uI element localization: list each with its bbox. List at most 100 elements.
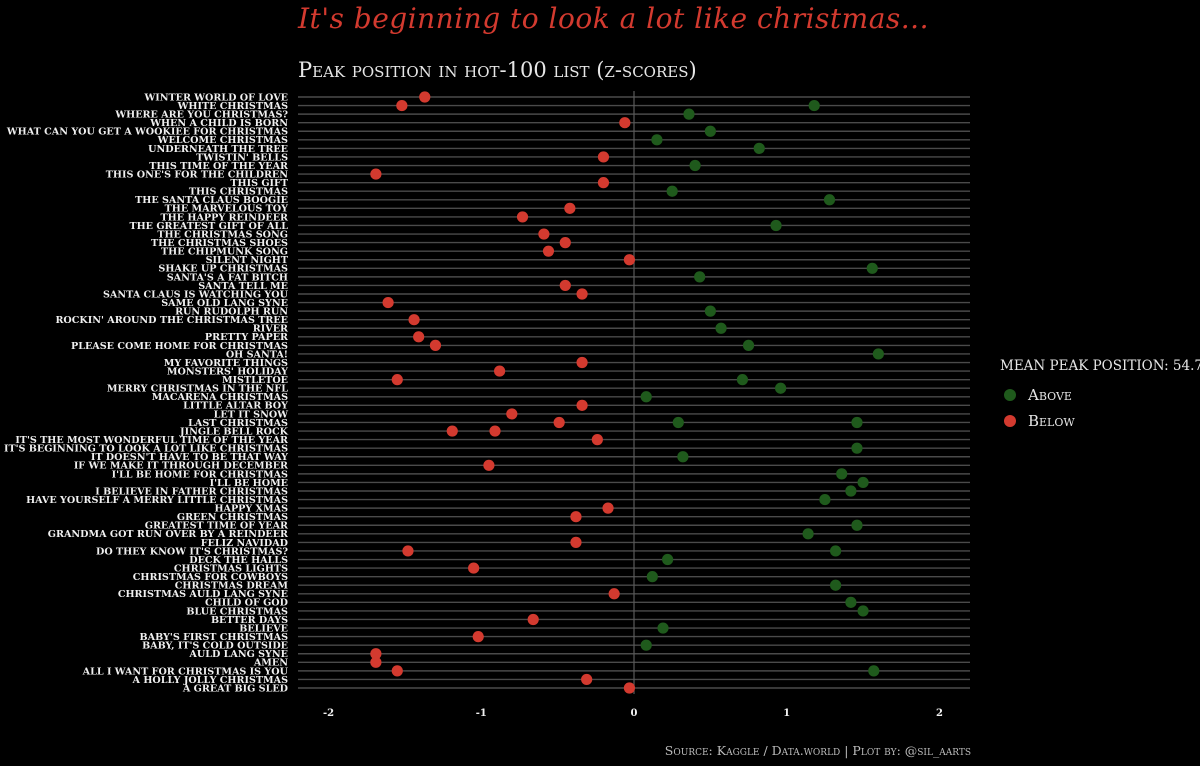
y-tick-label: LET IT SNOW — [214, 409, 289, 420]
y-tick-label: BABY, IT'S COLD OUTSIDE — [142, 641, 288, 652]
y-tick-label: THE HAPPY REINDEER — [161, 212, 289, 223]
data-point — [666, 185, 678, 197]
y-tick-label: IT'S THE MOST WONDERFUL TIME OF THE YEAR — [15, 435, 289, 446]
caption: Source: Kaggle / Data.world | Plot by: @… — [664, 743, 971, 758]
data-point — [370, 168, 382, 180]
data-point — [576, 399, 588, 411]
y-tick-label: MISTLETOE — [222, 375, 288, 386]
data-point — [419, 91, 431, 103]
y-tick-label: CHRISTMAS LIGHTS — [174, 563, 288, 574]
data-point — [857, 476, 869, 489]
y-tick-label: CHRISTMAS DREAM — [175, 581, 289, 592]
data-point — [851, 416, 863, 429]
x-tick-label: 2 — [936, 708, 943, 719]
data-point — [808, 99, 820, 112]
y-tick-label: I'LL BE HOME — [210, 478, 288, 489]
y-tick-label: WINTER WORLD OF LOVE — [143, 92, 288, 103]
data-point — [836, 468, 848, 480]
y-tick-label: THE CHRISTMAS SHOES — [151, 238, 288, 249]
y-tick-label: SILENT NIGHT — [206, 255, 289, 266]
y-tick-label: RIVER — [253, 324, 289, 335]
data-point — [429, 339, 442, 351]
y-tick-label: PLEASE COME HOME FOR CHRISTMAS — [71, 341, 288, 352]
data-point — [715, 322, 727, 334]
data-point — [483, 459, 495, 471]
y-tick-label: AMEN — [253, 658, 288, 669]
data-point — [591, 434, 603, 446]
y-tick-label: I'LL BE HOME FOR CHRISTMAS — [112, 469, 288, 480]
data-point — [662, 553, 674, 566]
y-tick-label: ALL I WANT FOR CHRISTMAS IS YOU — [82, 666, 289, 677]
data-point — [446, 425, 458, 437]
data-point — [489, 425, 501, 437]
data-point — [623, 254, 636, 266]
y-tick-label: MACARENA CHRISTMAS — [152, 392, 288, 403]
y-tick-label: THIS TIME OF THE YEAR — [149, 161, 289, 172]
data-point — [564, 202, 576, 214]
data-point — [597, 177, 610, 189]
data-point — [542, 245, 555, 257]
y-tick-label: HAVE YOURSELF A MERRY LITTLE CHRISTMAS — [26, 495, 288, 506]
data-point — [823, 194, 836, 206]
y-tick-label: UNDERNEATH THE TREE — [148, 144, 288, 155]
data-point — [527, 613, 539, 626]
data-point — [472, 631, 484, 643]
data-point — [845, 485, 857, 497]
y-tick-label: IT DOESN'T HAVE TO BE THAT WAY — [91, 452, 288, 463]
data-point — [619, 117, 631, 129]
legend-dot-below — [1004, 415, 1016, 427]
x-tick-label: -2 — [323, 708, 334, 719]
y-tick-label: PRETTY PAPER — [205, 332, 289, 343]
data-point — [570, 536, 582, 548]
data-point — [683, 108, 695, 120]
data-point — [553, 416, 565, 429]
y-tick-label: WELCOME CHRISTMAS — [157, 135, 288, 146]
y-tick-label: THIS GIFT — [230, 178, 288, 189]
y-tick-label: SHAKE UP CHRISTMAS — [158, 264, 288, 275]
y-tick-label: LITTLE ALTAR BOY — [183, 401, 288, 412]
y-tick-label: OH SANTA! — [226, 349, 288, 360]
data-point — [689, 159, 701, 172]
y-tick-label: MONSTERS' HOLIDAY — [167, 366, 288, 377]
y-tick-label: HAPPY XMAS — [214, 504, 288, 515]
data-point — [468, 562, 480, 574]
data-point — [413, 331, 425, 343]
y-tick-label: BETTER DAYS — [211, 615, 288, 626]
data-point — [672, 416, 684, 429]
legend-title: Mean peak position: 54.7 — [1000, 358, 1200, 374]
y-tick-label: MERRY CHRISTMAS IN THE NFL — [107, 384, 288, 395]
data-point — [704, 125, 716, 137]
y-tick-label: AULD LANG SYNE — [188, 649, 288, 660]
data-point — [736, 374, 749, 386]
y-tick-label: DO THEY KNOW IT'S CHRISTMAS? — [96, 546, 288, 557]
x-tick-label: 1 — [783, 708, 790, 719]
data-point — [516, 211, 529, 223]
data-point — [576, 288, 588, 300]
data-point — [868, 665, 880, 677]
data-point — [494, 365, 506, 377]
y-tick-label: WHITE CHRISTMAS — [177, 101, 288, 112]
data-point — [402, 545, 414, 557]
data-point — [704, 305, 716, 317]
data-point — [602, 502, 614, 514]
data-point — [851, 519, 863, 531]
y-tick-label: THE MARVELOUS TOY — [165, 204, 289, 215]
data-point — [753, 142, 765, 154]
y-tick-label: WHERE ARE YOU CHRISTMAS? — [114, 110, 288, 121]
data-point — [559, 237, 571, 249]
data-point — [845, 596, 857, 608]
chart-title: It's beginning to look a lot like christ… — [298, 2, 929, 35]
y-tick-label: SAME OLD LANG SYNE — [161, 298, 288, 309]
data-point — [802, 528, 814, 540]
data-point — [559, 279, 571, 292]
y-tick-label: A GREAT BIG SLED — [182, 683, 288, 694]
y-tick-label: THE CHIPMUNK SONG — [161, 247, 288, 258]
data-point — [506, 408, 518, 420]
data-point — [623, 682, 636, 694]
y-tick-label: MY FAVORITE THINGS — [164, 358, 288, 369]
y-tick-label: BELIEVE — [239, 623, 288, 634]
data-point — [770, 219, 782, 232]
data-point — [370, 656, 382, 668]
y-tick-label: RUN RUDOLPH RUN — [175, 307, 288, 318]
